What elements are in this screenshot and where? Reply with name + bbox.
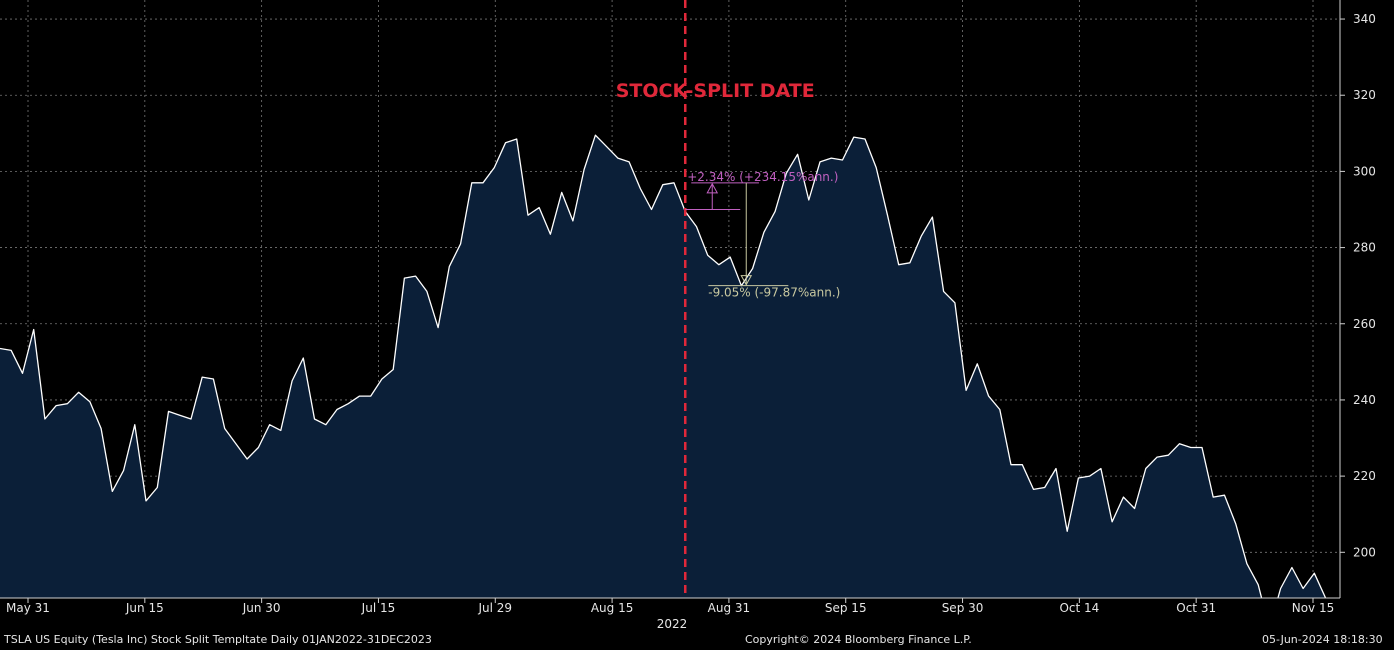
x-tick-label: Sep 30 — [942, 601, 984, 615]
x-tick-label: Aug 15 — [591, 601, 634, 615]
x-tick-label: Jul 15 — [361, 601, 396, 615]
x-tick-label: Aug 31 — [708, 601, 751, 615]
x-tick-label: Jun 15 — [125, 601, 164, 615]
y-tick-label: 280 — [1353, 241, 1376, 255]
footer-security-info: TSLA US Equity (Tesla Inc) Stock Split T… — [4, 633, 432, 646]
x-tick-label: May 31 — [6, 601, 50, 615]
y-tick-label: 300 — [1353, 164, 1376, 178]
y-tick-label: 220 — [1353, 469, 1376, 483]
down-arrow-head — [740, 275, 753, 286]
y-tick-label: 320 — [1353, 88, 1376, 102]
split-date-label: STOCK-SPLIT DATE — [616, 80, 815, 102]
x-tick-label: Nov 15 — [1292, 601, 1335, 615]
footer-timestamp: 05-Jun-2024 18:18:30 — [1262, 633, 1383, 646]
y-tick-label: 340 — [1353, 12, 1376, 26]
x-tick-label: Jun 30 — [242, 601, 281, 615]
y-tick-label: 240 — [1353, 393, 1376, 407]
price-area — [0, 135, 1340, 598]
price-line — [0, 134, 1327, 598]
x-axis-year-label: 2022 — [657, 617, 688, 631]
x-tick-label: Jul 29 — [477, 601, 512, 615]
down-annotation-label: -9.05% (-97.87%ann.) — [708, 286, 840, 300]
x-tick-label: Oct 14 — [1059, 601, 1099, 615]
x-tick-label: Sep 15 — [825, 601, 867, 615]
up-annotation-label: +2.34% (+234.15%ann.) — [687, 170, 838, 184]
x-tick-label: Oct 31 — [1176, 601, 1216, 615]
y-tick-label: 200 — [1353, 545, 1376, 559]
up-arrow-head — [706, 182, 719, 194]
y-tick-label: 260 — [1353, 317, 1376, 331]
footer-copyright: Copyright© 2024 Bloomberg Finance L.P. — [745, 633, 972, 646]
